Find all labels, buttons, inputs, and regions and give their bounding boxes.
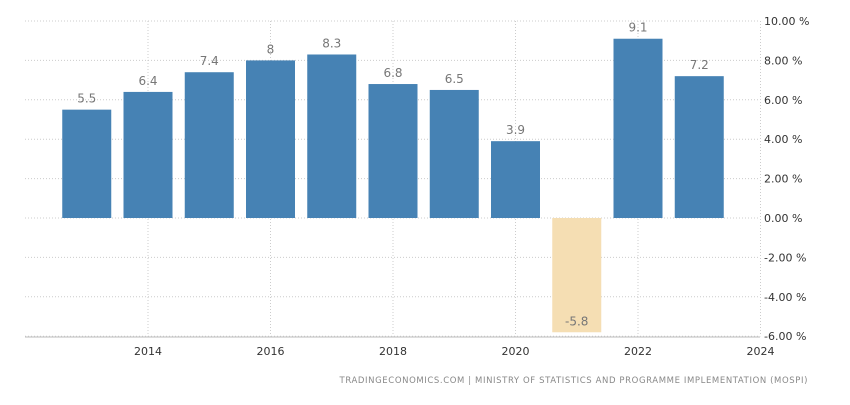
y-tick-label: 8.00 % [764,54,802,67]
bar [368,84,418,218]
y-tick-label: 4.00 % [764,133,802,146]
y-tick-label: 10.00 % [764,15,809,28]
bar [123,91,173,218]
bar [674,76,724,218]
y-tick-label: 2.00 % [764,173,802,186]
data-label: 8 [267,42,275,56]
y-tick-label: -4.00 % [764,291,806,304]
data-label: 6.8 [383,66,402,80]
x-tick-label: 2014 [134,345,162,358]
bar [429,89,479,218]
data-label: 9.1 [628,21,647,35]
data-label: 6.4 [138,74,157,88]
y-tick-label: 0.00 % [764,212,802,225]
bar [613,38,663,219]
bar [246,60,295,219]
bar [491,141,540,218]
data-label: 7.4 [200,54,219,68]
bar [307,54,357,218]
source-attribution: TRADINGECONOMICS.COM | MINISTRY OF STATI… [339,376,808,386]
bar [62,109,112,218]
x-tick-label: 2022 [624,345,652,358]
y-tick-label: -6.00 % [764,330,806,343]
x-tick-label: 2020 [502,345,530,358]
data-label: 7.2 [690,58,709,72]
data-label: 5.5 [77,92,96,106]
data-label: -5.8 [565,314,588,328]
data-label: 3.9 [506,123,525,137]
data-label: 6.5 [445,72,464,86]
y-tick-label: 6.00 % [764,94,802,107]
data-label: 8.3 [322,36,341,50]
bar [552,218,602,333]
x-tick-label: 2018 [379,345,407,358]
x-tick-label: 2016 [257,345,285,358]
bar [184,72,234,218]
y-tick-label: -2.00 % [764,251,806,264]
x-tick-label: 2024 [747,345,775,358]
